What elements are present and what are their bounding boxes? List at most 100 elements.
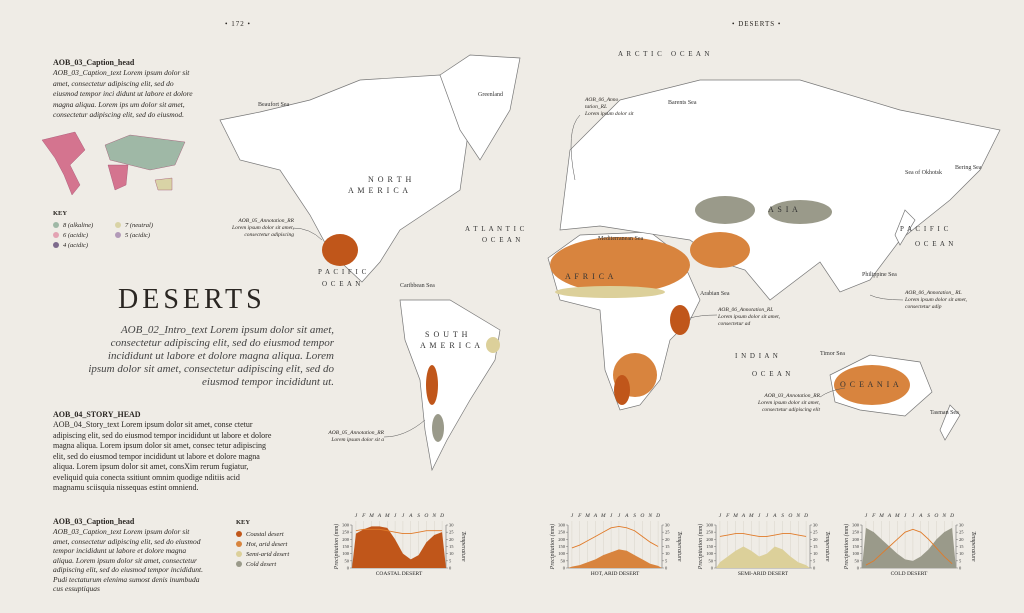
y2-tick-label: 20 (665, 537, 670, 542)
map-label: P A C I F I C (318, 268, 368, 276)
map-label: A R C T I C O C E A N (618, 50, 711, 58)
map-label: A M E R I C A (348, 186, 410, 195)
y-tick-label: 100 (706, 551, 714, 556)
y-tick-label: 100 (852, 551, 860, 556)
key-label: 4 (acidic) (63, 241, 89, 249)
annotation-head: AOB_05_Annotation_RR (238, 218, 294, 224)
y2-tick-label: 5 (813, 558, 816, 563)
y-tick-label: 0 (563, 566, 566, 571)
chart-title: COLD DESERT (891, 571, 928, 577)
leader (819, 387, 846, 398)
map-label: Caribbean Sea (400, 283, 435, 289)
key-item: Hot, arid desert (236, 539, 289, 549)
caption-head: AOB_03_Caption_head (53, 58, 135, 67)
map-label: O C E A N (322, 280, 362, 288)
leader (292, 227, 323, 241)
y2-tick-label: 15 (813, 544, 818, 549)
map-label: Mediterranean Sea (598, 236, 644, 242)
caption-text: AOB_03_Caption_text Lorem ipsum dolor si… (53, 527, 203, 593)
y2-tick-label: 30 (813, 523, 818, 528)
chart-title: HOT, ARID DESERT (591, 571, 640, 577)
key-item: 6 (acidic) (53, 230, 115, 240)
annotation: AOB_03_Annotation_RR Lorem ipsum dolor si… (748, 393, 820, 414)
y-tick-label: 100 (558, 551, 566, 556)
month-label: M (384, 513, 390, 519)
y2-tick-label: 20 (449, 537, 454, 542)
sahel (555, 286, 665, 298)
annotation: AOB_06_Annotation_RL Lorem ipsum dolor si… (718, 307, 788, 328)
key-swatch (236, 531, 242, 537)
month-label: D (949, 513, 954, 519)
key-item: Coastal desert (236, 529, 289, 539)
key-item: 4 (acidic) (53, 240, 115, 250)
new-zealand (939, 404, 961, 441)
y-tick-label: 50 (561, 558, 566, 563)
key-item: 8 (alkaline) (53, 220, 115, 230)
leader (383, 419, 426, 438)
month-label: A (408, 513, 413, 519)
patagonia (432, 414, 444, 442)
month-label: A (741, 513, 746, 519)
y-tick-label: 150 (706, 544, 714, 549)
month-label: J (618, 513, 621, 519)
y2-tick-label: 20 (959, 537, 964, 542)
month-label: M (748, 513, 754, 519)
leader (570, 114, 581, 181)
y2-axis-label: Temperature (824, 531, 830, 562)
annotation-head: AOB_03_Annotation_RR (764, 393, 820, 399)
y2-tick-label: 25 (813, 530, 818, 535)
y2-tick-label: 15 (959, 544, 964, 549)
temperature-line (865, 528, 953, 566)
annotation-leaders (292, 114, 904, 438)
annotation-text: Lorem ipsum dolor sit amet, consectetur … (758, 400, 820, 413)
page-title: DESERTS (118, 284, 266, 315)
map-label: S O U T H (425, 330, 469, 339)
key-label: Cold desert (246, 560, 277, 568)
story-text: AOB_04_Story_text Lorem ipsum dolor sit … (53, 420, 272, 492)
map-label: A S I A (768, 205, 799, 214)
y-tick-label: 50 (709, 558, 714, 563)
key-swatch (53, 242, 59, 248)
month-label: A (887, 513, 892, 519)
map-label: I N D I A N (735, 352, 779, 360)
chart-title: COASTAL DESERT (376, 571, 423, 577)
y2-tick-label: 15 (449, 544, 454, 549)
y-tick-label: 50 (855, 558, 860, 563)
annotation-head: AOB_06_Annotation_RL (718, 307, 774, 313)
japan (894, 209, 916, 246)
month-label: A (593, 513, 598, 519)
map-label: Timor Sea (820, 351, 845, 357)
leader (869, 294, 904, 301)
inset-australia (154, 177, 173, 191)
precipitation-area (716, 546, 810, 568)
inset-africa (107, 164, 129, 191)
month-label: J (571, 513, 574, 519)
annotation-text: Lorem ipsum dolor sit amet, consectetur … (718, 314, 780, 327)
month-label: M (368, 513, 374, 519)
month-label: J (912, 513, 915, 519)
desert-key: Coastal desert Hot, arid desert Semi-arid … (236, 529, 289, 569)
story-head: AOB_04_STORY_HEAD (53, 410, 141, 419)
y2-tick-label: 30 (959, 523, 964, 528)
key-item: 5 (acidic) (115, 230, 177, 240)
map-label: Beaufort Sea (258, 102, 290, 108)
y-tick-label: 150 (558, 544, 566, 549)
north-america (219, 74, 471, 283)
y2-tick-label: 0 (959, 566, 962, 571)
key-swatch (236, 541, 242, 547)
key-swatch (53, 232, 59, 238)
key-label: Hot, arid desert (246, 540, 288, 548)
sahara (550, 237, 690, 293)
month-label: M (600, 513, 606, 519)
y2-axis-label: Temperature (460, 531, 466, 562)
arabia (690, 232, 750, 268)
y-tick-label: 250 (342, 530, 350, 535)
y2-tick-label: 5 (959, 558, 962, 563)
key-item: Cold desert (236, 559, 289, 569)
chart-title: SEMI-ARID DESERT (738, 571, 789, 577)
month-label: N (431, 513, 436, 519)
y-tick-label: 200 (558, 537, 566, 542)
somali (670, 305, 690, 335)
annotation: AOB_05_Annotation_RR Lorem ipsum dolor si… (222, 218, 294, 239)
